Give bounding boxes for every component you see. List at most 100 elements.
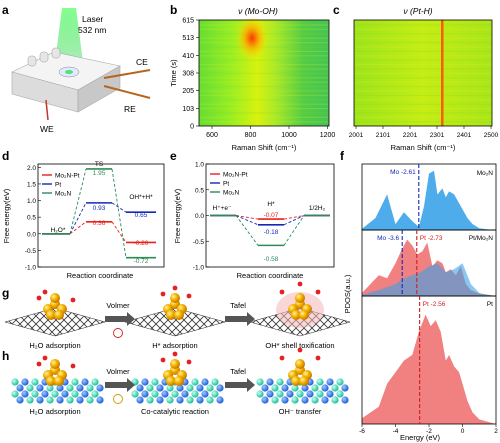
- mo2n-atom: [136, 396, 144, 404]
- value-label: -0.07: [264, 212, 279, 219]
- energy-connector: [283, 215, 305, 220]
- value-label: 0.36: [93, 220, 106, 227]
- mo2n-atom: [16, 384, 24, 392]
- step-arrow: [105, 312, 135, 326]
- c-xtick-label: 2001: [349, 132, 364, 139]
- f-xtick-label: -2: [426, 428, 432, 435]
- energy-connector: [235, 215, 259, 226]
- pt-cluster-atom: [170, 359, 180, 369]
- mo2n-atom: [46, 384, 54, 392]
- heatmap-c-texture: [354, 46, 492, 48]
- energy-connector: [235, 215, 259, 220]
- cell-port: [51, 47, 61, 59]
- mo2n-atom: [311, 384, 319, 392]
- ytick-label: 0.5: [195, 187, 204, 194]
- mo2n-atom: [206, 384, 214, 392]
- mo2n-atom: [301, 396, 309, 404]
- mo2n-atom: [321, 384, 329, 392]
- heatmap-c-texture: [354, 33, 492, 35]
- heatmap-c-texture: [354, 28, 492, 30]
- legend-label: Mo₂N: [55, 191, 72, 198]
- laser-wavelength: 532 nm: [78, 25, 106, 35]
- mo2n-atom: [281, 396, 289, 404]
- panel-g-scheme: H₂O adsorption H* adsorption OH* shell tox…: [4, 281, 351, 350]
- mo2n-atom: [276, 390, 284, 398]
- heatmap-b-texture: [199, 59, 329, 61]
- re-wire: [103, 85, 151, 99]
- energy-connector: [69, 221, 87, 235]
- mo-oh-hotspot: [236, 16, 268, 60]
- heatmap-c-texture: [354, 108, 492, 110]
- energy-connector: [283, 215, 305, 226]
- mo2n-atom: [301, 384, 309, 392]
- mo2n-atom: [206, 396, 214, 404]
- we-wire: [45, 99, 49, 121]
- heatmap-b-texture: [199, 20, 329, 22]
- ytick-label: -0.5: [25, 248, 37, 255]
- mo2n-atom: [156, 396, 164, 404]
- heatmap-b-texture: [199, 112, 329, 114]
- panel-f-ylabel: PDOS(a.u.): [343, 274, 352, 313]
- pt-cluster-atom: [54, 310, 64, 320]
- mo2n-atom: [66, 384, 74, 392]
- mo2n-atom: [326, 390, 334, 398]
- value-label: -0.18: [264, 229, 279, 236]
- mo2n-atom: [91, 390, 99, 398]
- state-label: H⁺+e⁻: [213, 205, 232, 212]
- c-xtick-label: 2101: [376, 132, 391, 139]
- heatmap-c-texture: [354, 121, 492, 123]
- laser-label: Laser: [82, 14, 103, 24]
- heatmap-b-texture: [199, 81, 329, 83]
- mo2n-atom: [141, 390, 149, 398]
- mo2n-atom: [81, 378, 89, 386]
- mo2n-atom: [336, 378, 344, 386]
- b-xtick-label: 800: [245, 132, 257, 139]
- b-xtick-label: 1200: [320, 132, 336, 139]
- mo2n-atom: [291, 384, 299, 392]
- mo2n-atom: [81, 390, 89, 398]
- mo2n-atom: [191, 378, 199, 386]
- d-band-annotation: Mo -2.61: [390, 169, 416, 176]
- panel-label-d: d: [2, 149, 9, 163]
- mo2n-atom: [266, 390, 274, 398]
- panel-b-xlabel: Raman Shift (cm⁻¹): [232, 143, 297, 152]
- legend-label: Pt: [55, 182, 61, 189]
- mo2n-atom: [16, 396, 24, 404]
- adsorbate-atom: [42, 355, 48, 361]
- adsorbate-atom: [36, 295, 42, 301]
- mo2n-atom: [131, 390, 139, 398]
- pt-cluster-atom: [299, 376, 309, 386]
- mo2n-atom: [331, 384, 339, 392]
- mo2n-atom: [51, 390, 59, 398]
- value-label: 0.93: [93, 205, 106, 212]
- mo2n-atom: [21, 378, 29, 386]
- pt-cluster-atom: [46, 376, 56, 386]
- energy-connector: [111, 202, 127, 213]
- mo2n-atom: [26, 384, 34, 392]
- heatmap-b-texture: [199, 99, 329, 101]
- ytick-label: 0.0: [195, 213, 204, 220]
- panel-d-xlabel: Reaction coordinate: [67, 271, 134, 280]
- ytick-label: 0.0: [27, 231, 36, 238]
- state-label: 1/2H₂: [309, 205, 326, 212]
- oh-shell: [276, 292, 324, 328]
- heatmap-c-texture: [354, 72, 492, 74]
- f-xtick-label: 0: [461, 428, 465, 435]
- energy-connector: [111, 221, 127, 243]
- pt-cluster-atom: [46, 310, 56, 320]
- heatmap-c-texture: [354, 81, 492, 83]
- adsorbate-atom: [186, 293, 192, 299]
- pdos-mo2n-area: [362, 170, 496, 230]
- mo2n-atom: [76, 384, 84, 392]
- mo2n-atom: [316, 378, 324, 386]
- scheme-caption: OH⁻ transfer: [279, 407, 322, 416]
- ce-wire: [103, 69, 151, 79]
- mo2n-atom: [66, 396, 74, 404]
- value-label: -0.26: [134, 240, 149, 247]
- mo2n-atom: [191, 390, 199, 398]
- f-xtick-label: 2: [494, 428, 498, 435]
- pt-cluster-atom: [299, 310, 309, 320]
- panel-b-title: ν (Mo-OH): [238, 6, 278, 16]
- laser-spot: [65, 70, 73, 74]
- mo2n-atom: [266, 378, 274, 386]
